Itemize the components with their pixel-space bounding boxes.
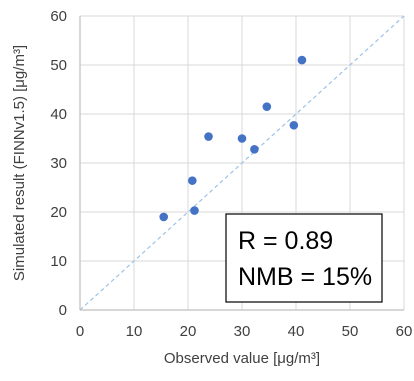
y-tick-label: 0	[59, 302, 67, 319]
x-tick-label: 0	[76, 323, 84, 340]
one-to-one-line	[79, 15, 405, 311]
x-axis-label: Observed value [μg/m³]	[164, 350, 320, 367]
x-tick-label: 20	[180, 323, 197, 340]
y-tick-label: 50	[50, 57, 67, 74]
annotation-box: R = 0.89 NMB = 15%	[225, 213, 383, 303]
annotation-border	[225, 213, 383, 303]
reference-line-group	[79, 15, 405, 311]
data-point	[250, 144, 259, 154]
y-tick-label: 10	[50, 253, 67, 270]
y-tick-label: 40	[50, 106, 67, 123]
x-tick-label: 40	[288, 323, 305, 340]
annotation-nmb-value: NMB = 15%	[238, 263, 372, 291]
y-tick-label: 60	[50, 8, 67, 25]
data-point	[190, 206, 199, 215]
y-axis-label: Simulated result (FINNv1.5) [μg/m³]	[11, 45, 28, 281]
data-point	[237, 134, 247, 143]
data-point	[262, 102, 272, 111]
annotation-r-value: R = 0.89	[238, 227, 333, 255]
x-tick-label: 50	[342, 323, 359, 340]
y-tick-label: 20	[50, 204, 67, 221]
data-point	[289, 120, 299, 130]
data-points	[159, 55, 307, 222]
y-tick-label: 30	[50, 155, 67, 172]
data-point	[159, 212, 168, 222]
data-point	[204, 132, 213, 141]
axes: 0 10 20 30 40 50 60 0 10 20 30 40 50 60	[50, 8, 412, 340]
data-point	[188, 176, 197, 185]
x-tick-label: 30	[234, 323, 251, 340]
data-point	[297, 55, 307, 65]
x-tick-label: 10	[126, 323, 143, 340]
x-tick-label: 60	[396, 323, 413, 340]
